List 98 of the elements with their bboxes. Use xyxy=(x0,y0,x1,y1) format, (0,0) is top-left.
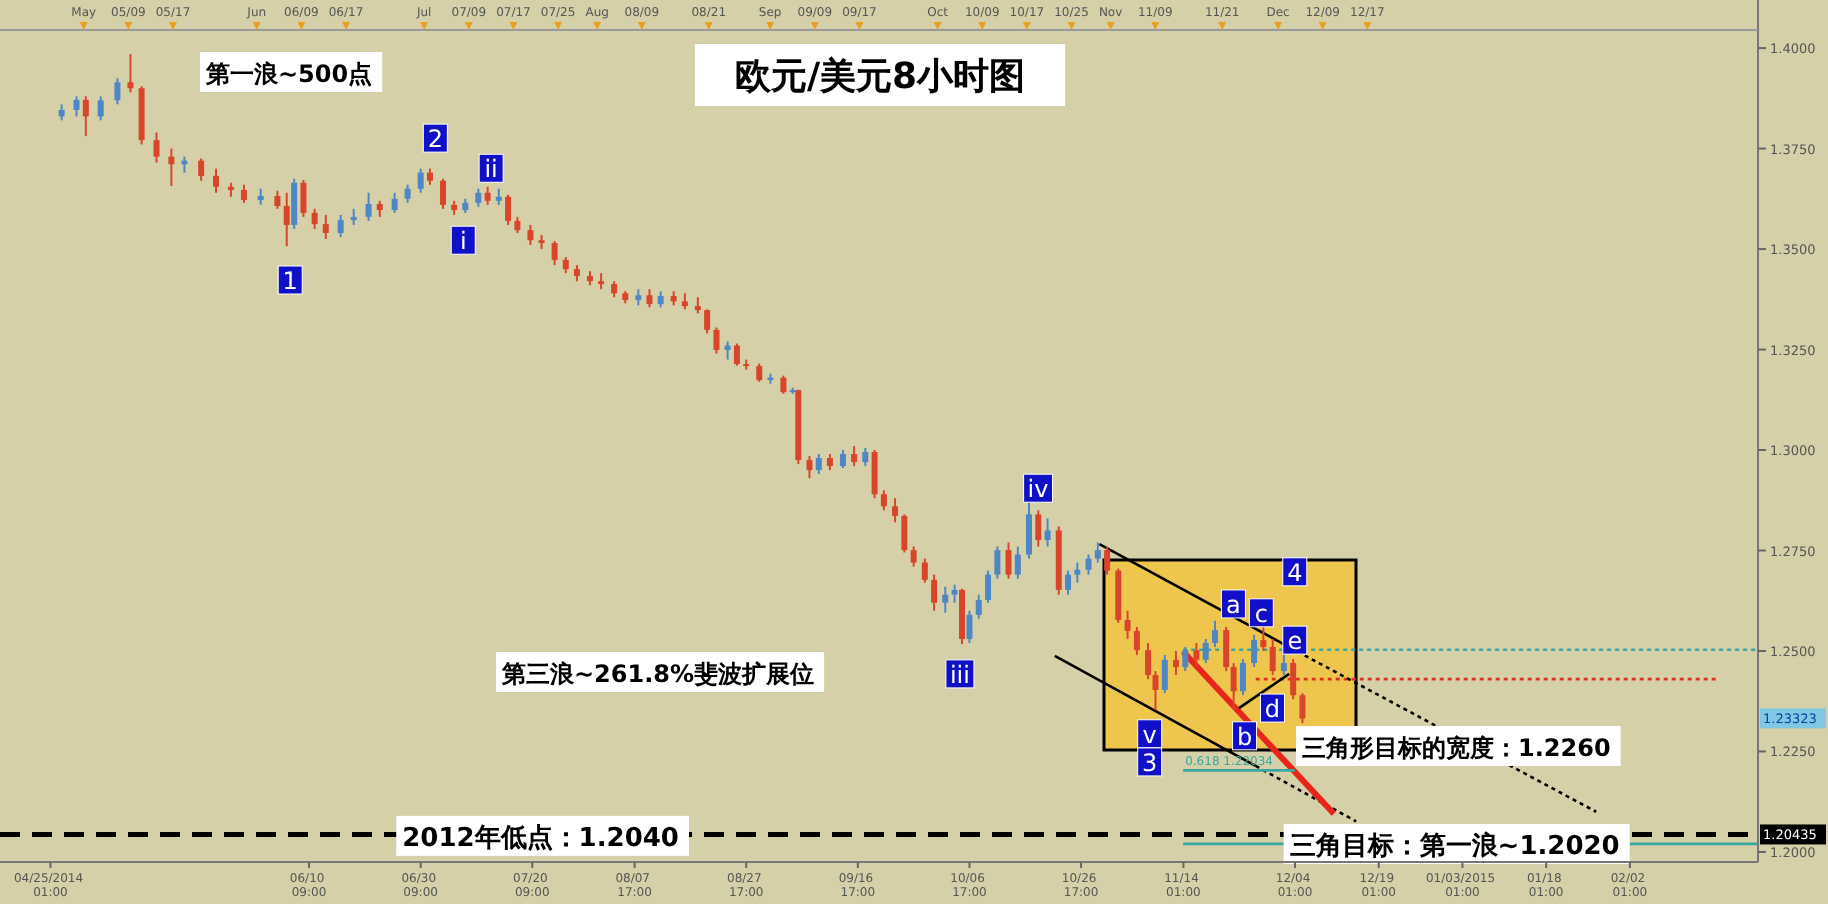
candlestick xyxy=(168,147,175,187)
annotation: 第一浪~500点 xyxy=(204,60,373,88)
annotation: e xyxy=(1287,627,1303,656)
annotation: i xyxy=(459,227,467,256)
candlestick xyxy=(839,449,846,470)
annotation: 2012年低点：1.2040 xyxy=(402,821,679,854)
candlestick xyxy=(646,288,653,309)
candlestick xyxy=(1269,637,1276,677)
candlestick xyxy=(291,177,298,230)
candlestick xyxy=(73,95,80,118)
candlestick xyxy=(756,362,763,383)
annotation: 2 xyxy=(427,125,443,154)
candlestick xyxy=(337,213,344,238)
candlestick xyxy=(1094,541,1101,564)
candlestick xyxy=(994,545,1001,580)
candlestick xyxy=(871,449,878,500)
candlestick xyxy=(1005,541,1012,580)
annotation: 三角形目标的宽度：1.2260 xyxy=(1302,734,1611,762)
candlestick xyxy=(851,445,858,468)
annotation: b xyxy=(1236,722,1253,751)
candlestick xyxy=(880,489,887,512)
candlestick xyxy=(274,189,281,210)
candlestick xyxy=(1074,561,1081,584)
candlestick xyxy=(1223,625,1230,673)
candlestick xyxy=(862,447,869,468)
candlestick xyxy=(311,207,318,230)
candlestick xyxy=(1065,569,1072,596)
candlestick xyxy=(1193,641,1200,669)
annotation: d xyxy=(1264,695,1281,724)
candlestick xyxy=(505,193,512,226)
candlestick xyxy=(1104,545,1111,576)
candlestick xyxy=(733,342,740,367)
candlestick xyxy=(213,167,220,194)
candlestick xyxy=(951,583,958,604)
candlestick xyxy=(942,585,949,614)
candlestick xyxy=(1085,553,1092,576)
text: 欧元/美元8小时图 xyxy=(734,56,1026,98)
candlestick xyxy=(1280,649,1287,677)
candlestick xyxy=(985,569,992,604)
candlestick xyxy=(82,95,89,138)
candlestick xyxy=(1133,625,1140,656)
annotation: iv xyxy=(1027,475,1049,504)
candlestick xyxy=(1025,501,1032,560)
candlestick xyxy=(322,213,329,240)
candlestick xyxy=(806,455,813,480)
candlestick xyxy=(391,191,398,214)
annotation: 1 xyxy=(282,267,298,295)
candlestick xyxy=(417,167,424,194)
candlestick xyxy=(1161,654,1168,695)
annotation: 4 xyxy=(1287,558,1303,587)
candlestick xyxy=(439,177,446,210)
candlestick xyxy=(713,326,720,355)
candlestick xyxy=(1260,625,1267,652)
candlestick xyxy=(931,573,938,612)
candlestick xyxy=(551,240,558,267)
candlestick xyxy=(921,557,928,584)
candlestick xyxy=(404,183,411,204)
candlestick xyxy=(975,593,982,620)
candlestick xyxy=(114,77,121,106)
candlestick xyxy=(527,223,534,247)
candlestick xyxy=(300,178,307,218)
candlestick xyxy=(1239,658,1246,697)
candlestick xyxy=(97,95,104,122)
candlestick xyxy=(1230,662,1237,712)
annotation: 三角目标：第一浪~1.2020 xyxy=(1289,829,1620,862)
candlestick xyxy=(1014,545,1021,580)
candlestick xyxy=(198,157,205,182)
annotation: iii xyxy=(949,660,970,689)
candlestick xyxy=(484,185,491,206)
candlestick xyxy=(1212,619,1219,648)
candlestick xyxy=(704,308,711,335)
candlestick xyxy=(1044,517,1051,548)
candlestick xyxy=(1172,649,1179,677)
candlestick xyxy=(1290,658,1297,701)
candlestick xyxy=(240,183,247,204)
annotation: c xyxy=(1254,599,1268,628)
annotation: 3 xyxy=(1142,748,1158,777)
candlestick xyxy=(901,513,908,554)
candlestick xyxy=(365,191,372,222)
candlestick xyxy=(1251,633,1258,669)
annotation: v xyxy=(1142,720,1157,749)
candlestick xyxy=(475,187,482,208)
annotation: a xyxy=(1226,590,1241,619)
candlestick xyxy=(1202,637,1209,665)
candlestick xyxy=(153,131,160,164)
candlestick xyxy=(966,609,973,644)
candlestick xyxy=(892,497,899,524)
candlestick xyxy=(127,53,134,94)
annotation: 第三浪~261.8%斐波扩展位 xyxy=(500,660,815,688)
candlestick xyxy=(815,453,822,476)
candlestick xyxy=(1299,692,1306,725)
candlestick xyxy=(1124,609,1131,640)
candlestick xyxy=(1035,509,1042,548)
annotation: ii xyxy=(484,155,498,184)
candlestick xyxy=(283,191,290,248)
candlestick xyxy=(780,374,787,395)
candlestick xyxy=(910,545,917,568)
candlestick xyxy=(1182,645,1189,673)
